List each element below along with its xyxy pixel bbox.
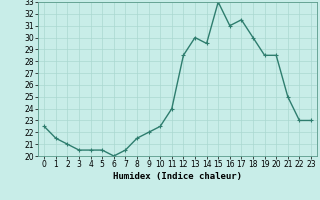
X-axis label: Humidex (Indice chaleur): Humidex (Indice chaleur) — [113, 172, 242, 181]
